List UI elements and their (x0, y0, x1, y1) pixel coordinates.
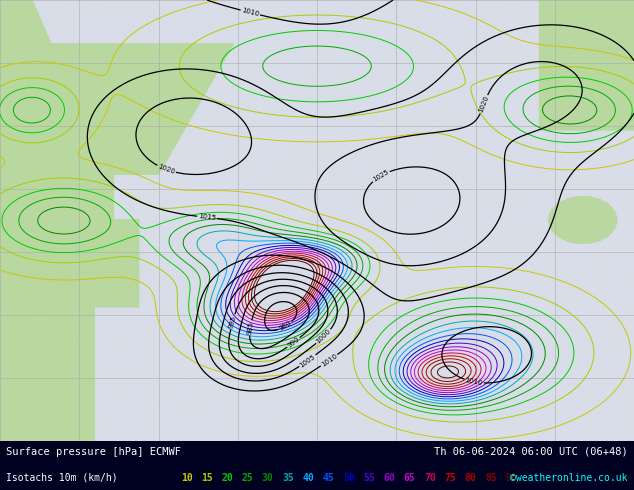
Text: 90: 90 (505, 473, 517, 483)
Text: 1025: 1025 (372, 169, 390, 183)
Text: ©weatheronline.co.uk: ©weatheronline.co.uk (510, 473, 628, 483)
Text: 75: 75 (444, 473, 456, 483)
Text: Surface pressure [hPa] ECMWF: Surface pressure [hPa] ECMWF (6, 447, 181, 457)
Text: 980: 980 (278, 320, 293, 332)
Text: 35: 35 (282, 473, 294, 483)
Text: 70: 70 (424, 473, 436, 483)
Text: 1005: 1005 (299, 353, 316, 368)
Text: 55: 55 (363, 473, 375, 483)
Text: 25: 25 (242, 473, 254, 483)
Text: 80: 80 (465, 473, 477, 483)
Text: 60: 60 (384, 473, 396, 483)
Text: 20: 20 (221, 473, 233, 483)
Text: 985: 985 (247, 321, 254, 335)
Text: 10: 10 (181, 473, 193, 483)
Text: 40: 40 (302, 473, 314, 483)
Text: 1010: 1010 (320, 353, 338, 368)
Text: 1000: 1000 (315, 328, 332, 345)
Text: 50: 50 (343, 473, 355, 483)
Text: 30: 30 (262, 473, 274, 483)
Text: 1010: 1010 (241, 7, 260, 18)
Text: 1020: 1020 (478, 95, 490, 114)
Text: 45: 45 (323, 473, 335, 483)
Text: 15: 15 (201, 473, 213, 483)
Text: 65: 65 (404, 473, 416, 483)
Text: 85: 85 (485, 473, 497, 483)
Text: 995: 995 (228, 315, 238, 329)
Text: 990: 990 (287, 336, 301, 349)
Text: 1015: 1015 (198, 213, 216, 221)
Text: Isotachs 10m (km/h): Isotachs 10m (km/h) (6, 473, 130, 483)
Text: 1020: 1020 (157, 164, 176, 175)
Text: Th 06-06-2024 06:00 UTC (06+48): Th 06-06-2024 06:00 UTC (06+48) (434, 447, 628, 457)
Text: 1010: 1010 (465, 377, 483, 387)
